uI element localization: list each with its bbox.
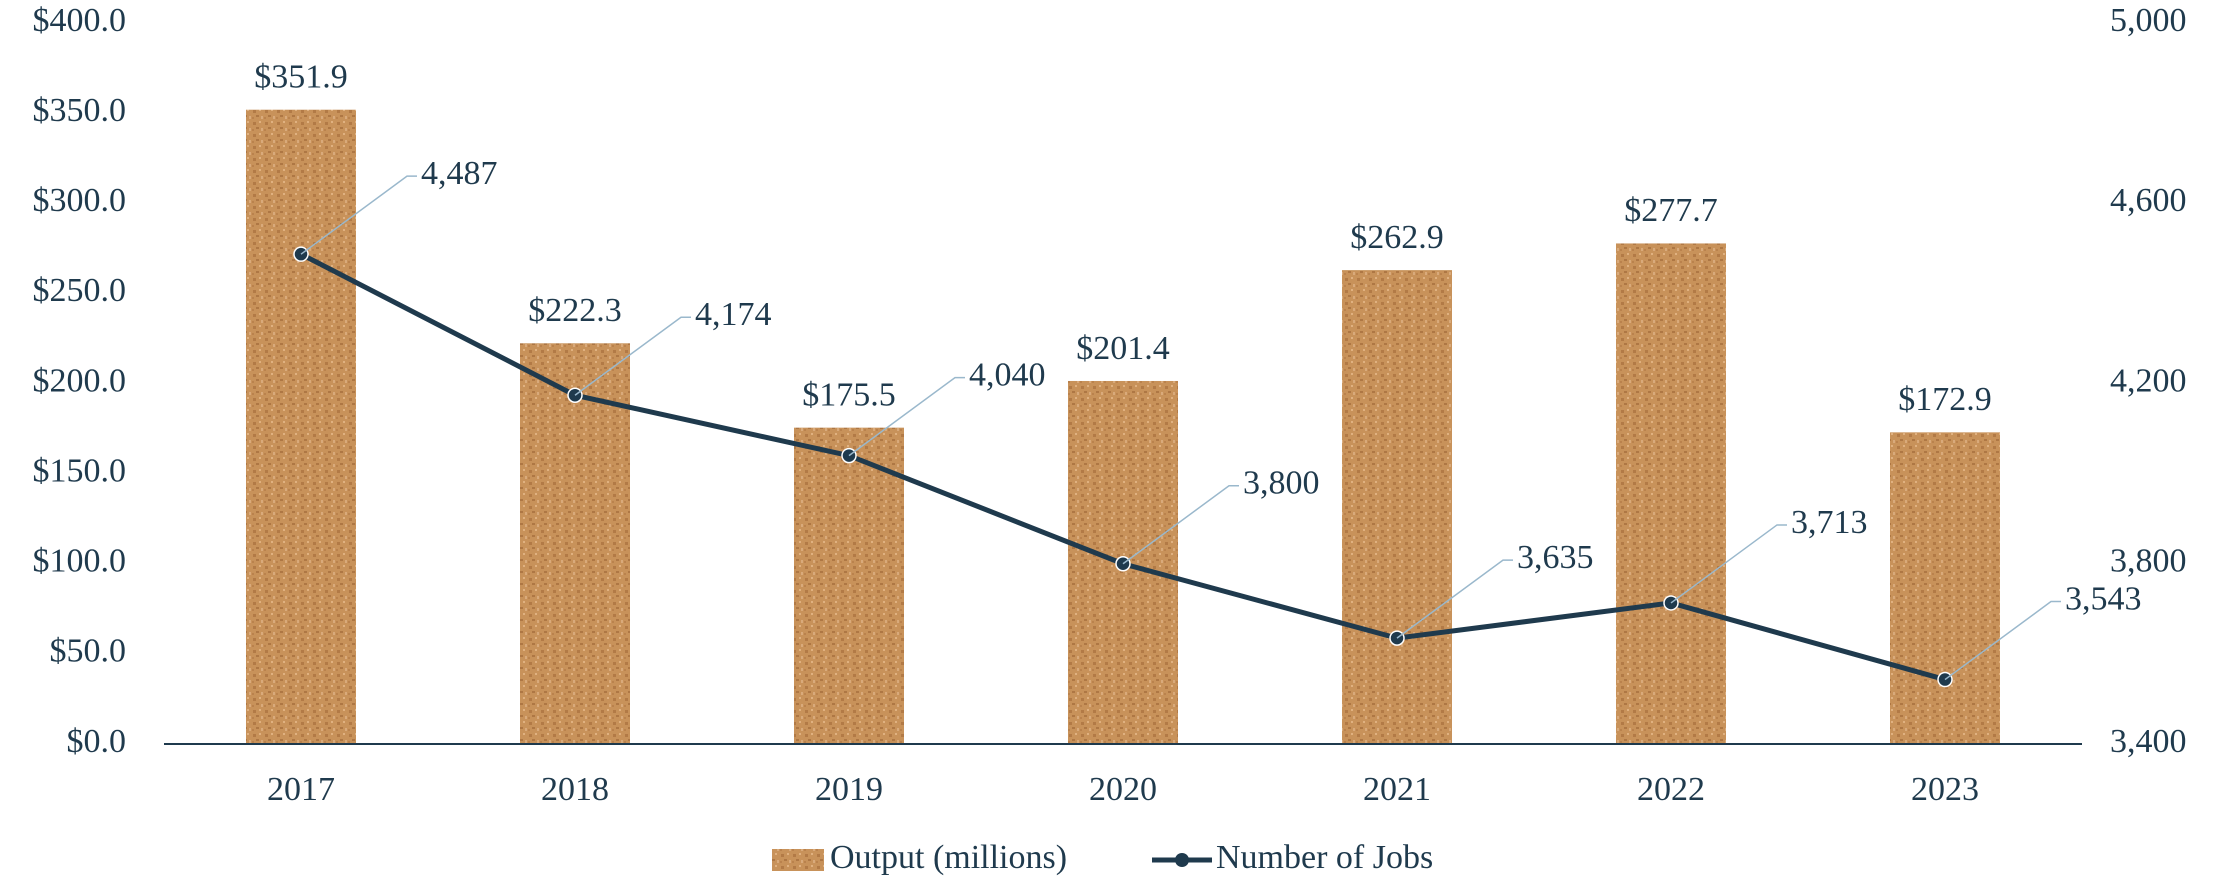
line-value-label: 3,713 xyxy=(1791,504,1868,541)
bar-value-label: $351.9 xyxy=(254,58,348,95)
line-value-label: 3,543 xyxy=(2065,580,2142,617)
leader-line xyxy=(300,175,417,255)
line-value-label: 4,174 xyxy=(695,296,772,333)
bar xyxy=(520,343,630,744)
y-tick-label: $200.0 xyxy=(33,362,127,399)
bar-value-label: $222.3 xyxy=(528,292,622,329)
bar xyxy=(1890,432,2000,744)
leader-line xyxy=(574,316,691,396)
x-tick-label: 2020 xyxy=(1089,771,1157,808)
leader-line xyxy=(1122,485,1239,565)
legend-swatch-point xyxy=(1175,853,1189,867)
x-tick-label: 2023 xyxy=(1911,771,1979,808)
y-tick-label: $100.0 xyxy=(33,543,127,580)
y-tick-label: $150.0 xyxy=(33,452,127,489)
y-tick-label: $0.0 xyxy=(67,723,127,760)
x-tick-label: 2022 xyxy=(1637,771,1705,808)
leader-line xyxy=(848,376,965,457)
legend-label: Number of Jobs xyxy=(1216,839,1433,876)
bar-value-label: $201.4 xyxy=(1076,330,1170,367)
line-value-label: 3,635 xyxy=(1517,539,1594,576)
bar xyxy=(1616,243,1726,745)
leader-line xyxy=(1670,524,1787,604)
x-tick-label: 2018 xyxy=(541,771,609,808)
y-tick-label: $400.0 xyxy=(33,2,127,39)
x-tick-label: 2021 xyxy=(1363,771,1431,808)
bar-value-label: $172.9 xyxy=(1898,381,1992,418)
bar-value-label: $262.9 xyxy=(1350,219,1444,256)
y2-tick-label: 5,000 xyxy=(2110,2,2187,39)
legend-label: Output (millions) xyxy=(830,839,1067,876)
y2-tick-label: 4,600 xyxy=(2110,182,2187,219)
bar-value-label: $277.7 xyxy=(1624,192,1718,229)
bar xyxy=(794,427,904,744)
x-tick-label: 2017 xyxy=(267,771,335,808)
y2-tick-label: 3,800 xyxy=(2110,543,2187,580)
line-value-label: 4,487 xyxy=(421,155,498,192)
legend-swatch-bar xyxy=(772,849,824,871)
leader-line xyxy=(1396,559,1513,639)
x-tick-label: 2019 xyxy=(815,771,883,808)
y-tick-label: $350.0 xyxy=(33,92,127,129)
bar xyxy=(246,109,356,744)
y-tick-label: $250.0 xyxy=(33,272,127,309)
bar-value-label: $175.5 xyxy=(802,376,896,413)
bar xyxy=(1342,270,1452,744)
leader-line xyxy=(1944,600,2061,681)
y2-tick-label: 3,400 xyxy=(2110,723,2187,760)
line-value-label: 3,800 xyxy=(1243,465,1320,502)
y2-tick-label: 4,200 xyxy=(2110,362,2187,399)
line-value-label: 4,040 xyxy=(969,356,1046,393)
y-tick-label: $50.0 xyxy=(50,633,127,670)
y-tick-label: $300.0 xyxy=(33,182,127,219)
